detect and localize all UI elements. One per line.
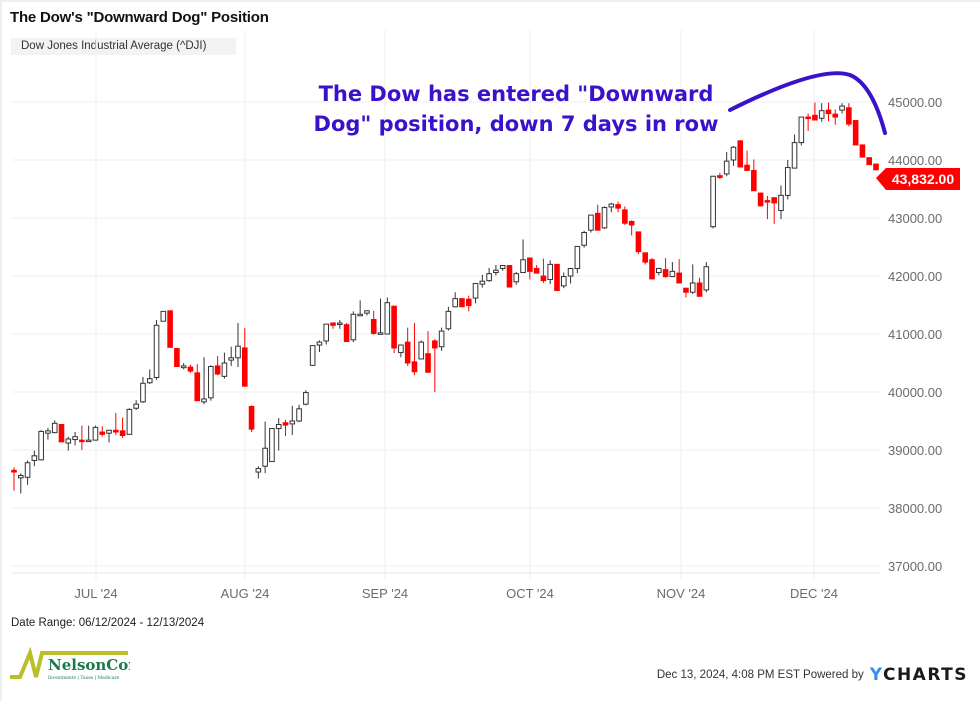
y-tick-label: 38000.00	[888, 501, 942, 516]
candlestick-chart: 37000.00 38000.00 39000.00 40000.00 41000.00…	[11, 30, 960, 601]
y-axis: 37000.00 38000.00 39000.00 40000.00 41000.00…	[888, 95, 942, 574]
last-price-badge: 43,832.00	[876, 168, 960, 190]
annotation-line-2: Dog" position, down 7 days in row	[314, 112, 719, 136]
y-tick-label: 39000.00	[888, 443, 942, 458]
logo-tagline: Investments | Taxes | Medicare	[48, 675, 119, 681]
legend-series-label[interactable]: Dow Jones Industrial Average (^DJI)	[21, 40, 207, 52]
x-tick-label: AUG '24	[221, 586, 270, 601]
x-tick-label: DEC '24	[790, 586, 838, 601]
date-range: Date Range: 06/12/2024 - 12/13/2024	[11, 617, 205, 629]
y-tick-label: 37000.00	[888, 559, 942, 574]
y-tick-label: 45000.00	[888, 95, 942, 110]
nelsoncorp-logo: NelsonCorp Investments | Taxes | Medicar…	[8, 646, 147, 683]
logo-name: NelsonCorp	[48, 656, 130, 674]
logo-mark-icon: NelsonCorp Investments | Taxes | Medicar…	[10, 646, 147, 681]
legend-box	[11, 38, 236, 55]
footer: Dec 13, 2024, 4:08 PM EST Powered by YCH…	[657, 665, 968, 685]
y-tick-label: 41000.00	[888, 327, 942, 342]
y-tick-label: 44000.00	[888, 153, 942, 168]
y-tick-label: 40000.00	[888, 385, 942, 400]
last-price-value: 43,832.00	[892, 171, 954, 187]
ycharts-logo[interactable]: YCHARTS	[869, 665, 968, 685]
x-axis: JUL '24 AUG '24 SEP '24 OCT '24 NOV '24 DEC '…	[74, 586, 838, 601]
x-tick-label: NOV '24	[657, 586, 706, 601]
x-tick-label: OCT '24	[506, 586, 554, 601]
timestamp: Dec 13, 2024, 4:08 PM EST Powered by	[656, 669, 864, 681]
annotation: The Dow has entered "Downward Dog" posit…	[314, 71, 887, 136]
x-tick-label: SEP '24	[362, 586, 408, 601]
annotation-line-1: The Dow has entered "Downward	[319, 82, 714, 106]
y-tick-label: 42000.00	[888, 269, 942, 284]
y-tick-label: 43000.00	[888, 211, 942, 226]
downward-arc-arrow	[728, 71, 887, 135]
x-tick-label: JUL '24	[74, 586, 117, 601]
candles	[11, 102, 879, 494]
chart-title: The Dow's "Downward Dog" Position	[10, 9, 269, 26]
